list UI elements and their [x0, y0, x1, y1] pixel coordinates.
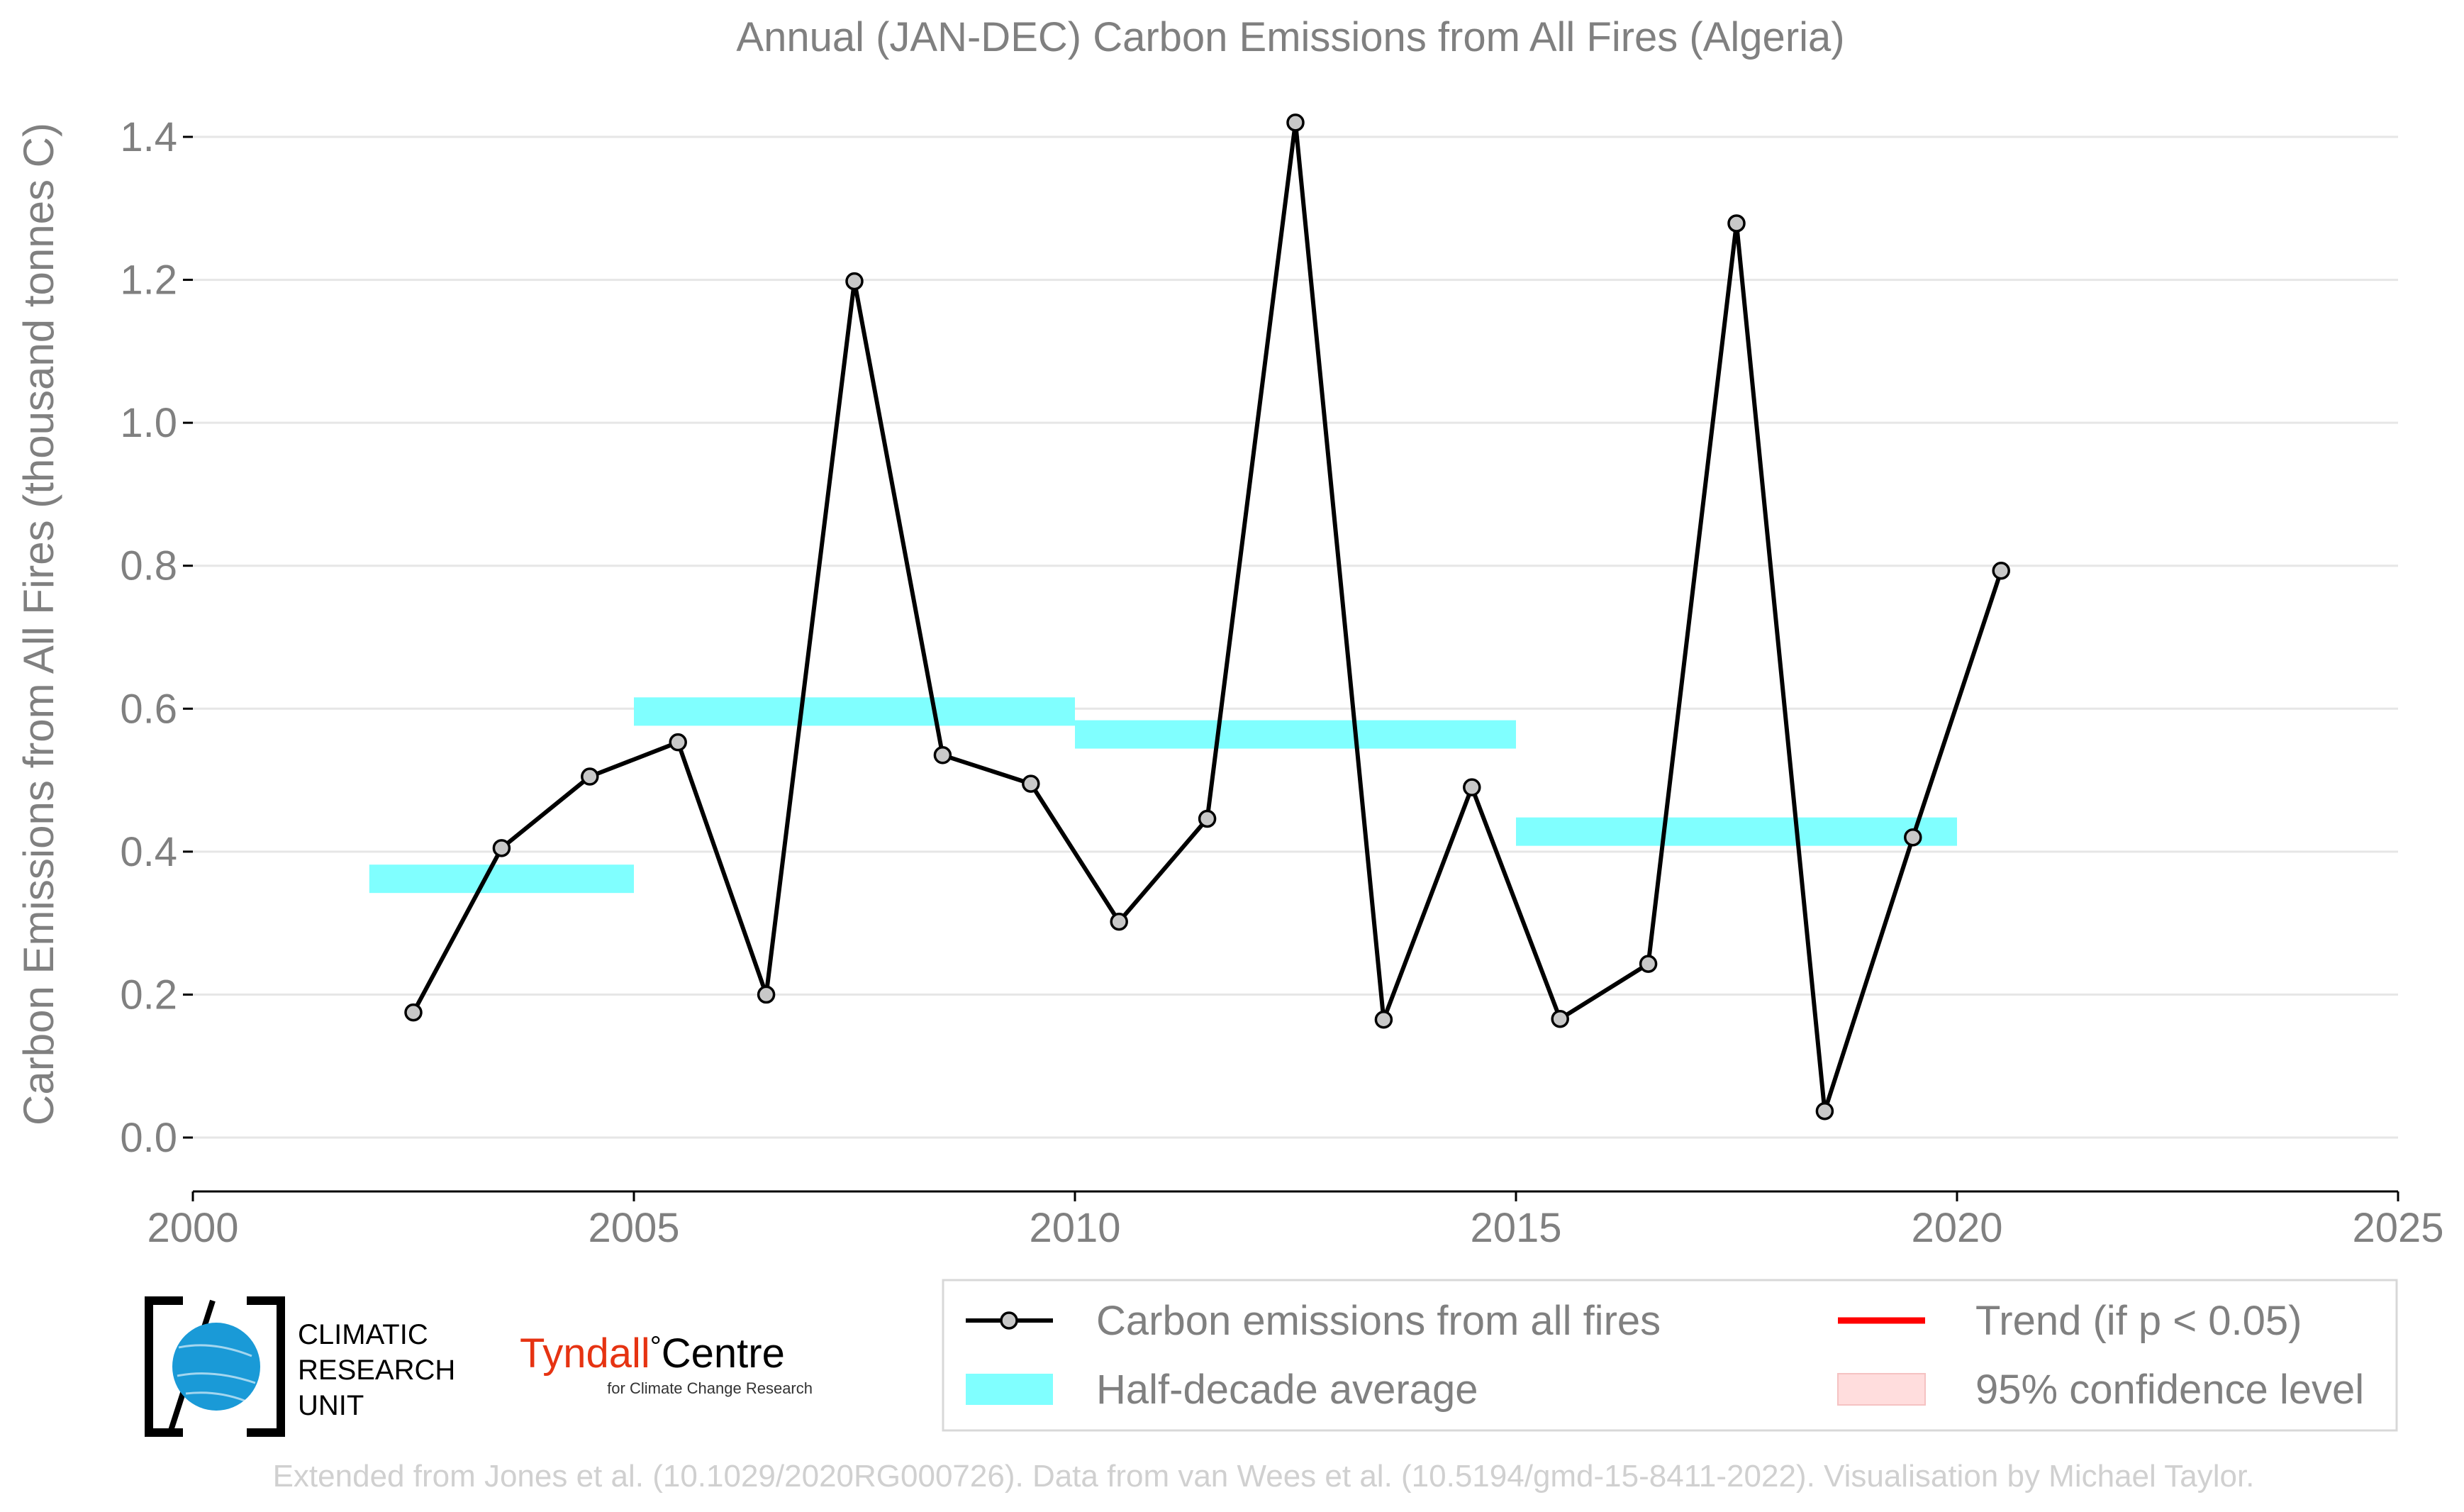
data-point [845, 272, 864, 291]
x-tick-label: 2025 [2352, 1205, 2443, 1251]
data-point [1639, 955, 1658, 973]
data-point [669, 733, 687, 752]
y-tick-label: 0.2 [120, 972, 177, 1018]
legend-swatch-half-decade [966, 1374, 1053, 1405]
cru-logo-line-2: RESEARCH [298, 1355, 455, 1386]
data-point [1992, 562, 2010, 580]
legend-swatch-emissions [966, 1311, 1053, 1330]
half-decade-average-bands [369, 697, 1957, 894]
data-point [1551, 1009, 1569, 1028]
half-decade-band [1075, 720, 1516, 749]
cru-logo-line-1: CLIMATIC [298, 1319, 428, 1350]
legend-label-confidence: 95% confidence level [1975, 1367, 2364, 1413]
grid-lines [193, 135, 2398, 1139]
data-point [1110, 912, 1128, 931]
half-decade-band [369, 865, 634, 894]
data-point [1904, 828, 1922, 847]
emissions-series [404, 113, 2010, 1121]
x-tick-label: 2010 [1029, 1205, 1120, 1251]
data-point [1463, 778, 1481, 796]
half-decade-band [1516, 817, 1957, 846]
data-point [1198, 809, 1217, 828]
data-point [1286, 113, 1305, 132]
tyndall-logo-subtitle: for Climate Change Research [607, 1379, 813, 1397]
tyndall-logo: Tyndall°Centre for Climate Change Resear… [520, 1330, 813, 1397]
y-tick-label: 0.0 [120, 1115, 177, 1161]
x-tick-label: 2005 [588, 1205, 679, 1251]
legend-swatch-confidence [1837, 1373, 1926, 1406]
data-point [1815, 1101, 1834, 1121]
data-point [581, 767, 599, 786]
chart-title: Annual (JAN-DEC) Carbon Emissions from A… [736, 14, 1844, 60]
legend-label-emissions: Carbon emissions from all fires [1096, 1298, 1661, 1344]
y-tick-label: 1.4 [120, 114, 177, 160]
y-tick-label: 0.6 [120, 686, 177, 732]
x-tick-label: 2015 [1470, 1205, 1561, 1251]
cru-logo: CLIMATIC RESEARCH UNIT [145, 1296, 455, 1437]
x-axis: 2000 2005 2010 2015 2020 2025 [147, 1190, 2444, 1251]
svg-text:Tyndall°Centre: Tyndall°Centre [520, 1330, 785, 1377]
y-tick-label: 1.0 [120, 400, 177, 446]
legend-box [942, 1279, 2398, 1432]
data-point [1727, 214, 1746, 233]
data-point [492, 839, 511, 857]
tyndall-logo-centre: Centre [662, 1330, 785, 1377]
y-tick-labels: 0.0 0.2 0.4 0.6 0.8 1.0 1.2 1.4 [120, 114, 193, 1161]
cru-logo-line-3: UNIT [298, 1390, 364, 1421]
series-line [411, 120, 2004, 1113]
data-point [757, 985, 776, 1004]
legend-label-trend: Trend (if p < 0.05) [1975, 1298, 2302, 1344]
y-tick-label: 1.2 [120, 257, 177, 304]
y-tick-label: 0.8 [120, 543, 177, 589]
data-point [1374, 1010, 1393, 1029]
y-axis-label: Carbon Emissions from All Fires (thousan… [15, 123, 62, 1125]
legend-label-half-decade: Half-decade average [1096, 1367, 1478, 1413]
half-decade-band [634, 697, 1075, 726]
footer-credit: Extended from Jones et al. (10.1029/2020… [273, 1459, 2255, 1494]
tyndall-logo-name: Tyndall [520, 1330, 650, 1377]
y-tick-label: 0.4 [120, 829, 177, 875]
tyndall-logo-degree: ° [650, 1331, 662, 1362]
data-point [404, 1003, 423, 1022]
data-point [933, 746, 952, 765]
legend: Carbon emissions from all fires Trend (i… [942, 1279, 2398, 1432]
x-tick-label: 2020 [1911, 1205, 2002, 1251]
x-tick-label: 2000 [147, 1205, 238, 1251]
data-point [1022, 774, 1040, 793]
